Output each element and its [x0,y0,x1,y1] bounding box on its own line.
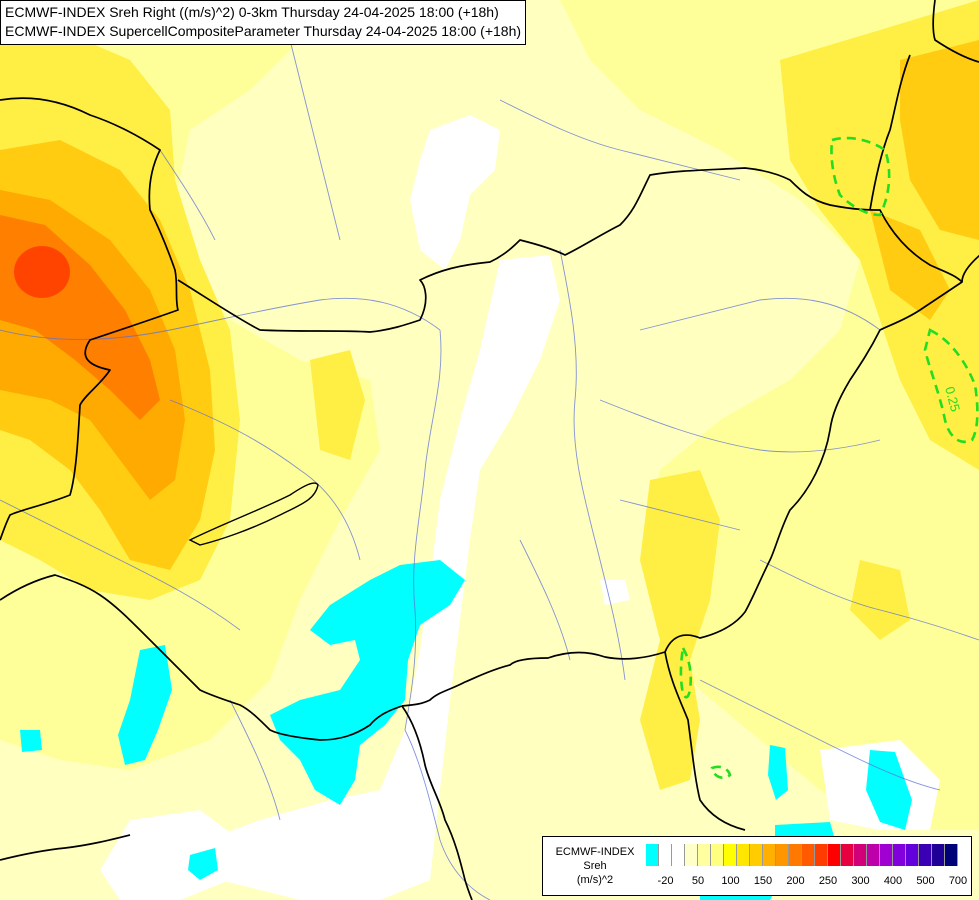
legend-unit: (m/s)^2 [576,874,614,886]
legend-title: ECMWF-INDEX Sreh (m/s)^2 [547,845,643,887]
legend-label: 250 [818,875,838,887]
legend-swatch [841,844,854,866]
legend-swatch [724,844,737,866]
legend-swatch [698,844,711,866]
legend-swatch [867,844,880,866]
legend-label: 200 [786,875,805,887]
scp-contours [679,136,979,780]
legend-swatch [919,844,932,866]
legend-label: 700 [948,875,968,887]
lake-balaton [188,482,319,546]
legend-swatch [932,844,945,866]
legend-swatch [737,844,750,866]
map-title-box: ECMWF-INDEX Sreh Right ((m/s)^2) 0-3km T… [0,0,527,45]
legend-swatch [646,844,659,866]
field-red-orange [14,246,70,298]
legend-swatch [763,844,776,866]
legend-swatch [893,844,906,866]
legend-swatch [906,844,919,866]
contour-label: 0.25 [942,385,963,413]
legend-swatch [815,844,828,866]
map-title-line1: ECMWF-INDEX Sreh Right ((m/s)^2) 0-3km T… [5,4,499,20]
legend-label: -20 [657,875,674,887]
color-legend: ECMWF-INDEX Sreh (m/s)^2 -20 50 100 150 200 2… [542,836,972,896]
legend-swatch [945,844,958,866]
legend-swatch [659,844,672,866]
legend-label: 300 [851,875,870,887]
map-title-line2: ECMWF-INDEX SupercellCompositeParameter … [5,23,522,39]
legend-swatch [750,844,763,866]
legend-swatch [802,844,815,866]
legend-label: 150 [753,875,773,887]
legend-label: 50 [691,875,705,887]
legend-label: 500 [916,875,935,887]
legend-label: 400 [883,875,903,887]
legend-swatch [854,844,867,866]
legend-model: ECMWF-INDEX [555,846,635,858]
legend-label: 100 [721,875,740,887]
legend-swatch [672,844,685,866]
legend-swatch [828,844,841,866]
legend-swatch [711,844,724,866]
legend-swatch [685,844,698,866]
legend-swatch [789,844,802,866]
legend-swatch [880,844,893,866]
legend-swatch [776,844,789,866]
legend-variable: Sreh [583,860,607,872]
